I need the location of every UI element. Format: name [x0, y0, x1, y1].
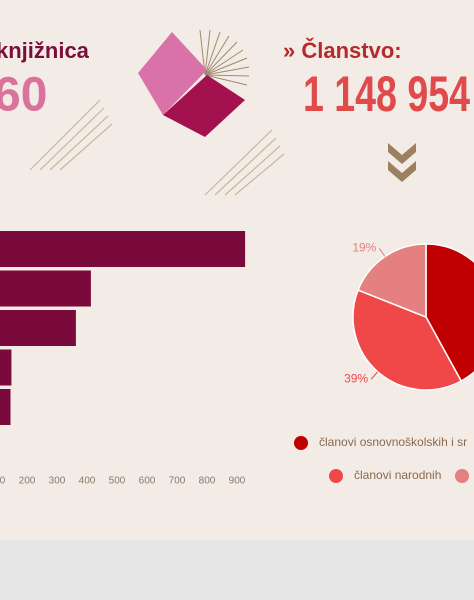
- x-tick-label: 300: [49, 476, 66, 487]
- leader-line: [370, 371, 379, 380]
- decor-lines: [29, 99, 285, 196]
- right-number: 1 148 954: [303, 66, 470, 122]
- pie-slice: [425, 243, 474, 382]
- legend-label: članovi narodnih: [354, 468, 441, 482]
- x-tick-label: 700: [169, 476, 186, 487]
- bar: [0, 231, 246, 267]
- legend-label: članovi osnovnoškolskih i sr: [319, 435, 467, 449]
- x-tick-label: 900: [229, 476, 246, 487]
- bar: [0, 310, 76, 346]
- legend-dot: [455, 469, 469, 483]
- legend-dot: [329, 469, 343, 483]
- x-tick-label: 800: [199, 476, 216, 487]
- bar: [0, 270, 91, 307]
- slice-label: 19%: [352, 241, 376, 255]
- pie-slice: [357, 243, 427, 319]
- bar: [0, 349, 12, 386]
- leader-line: [378, 248, 386, 257]
- book-illustration: [138, 29, 250, 137]
- x-tick-label: 500: [109, 476, 126, 487]
- pie-slice: [352, 289, 463, 391]
- left-number: 60: [0, 69, 47, 122]
- left-title: knjižnica: [0, 38, 90, 63]
- legend-dot: [294, 436, 308, 450]
- x-tick-label: 200: [19, 476, 36, 487]
- x-tick-label: 400: [79, 476, 96, 487]
- right-title: » Članstvo:: [283, 38, 402, 63]
- chevrons: [388, 143, 416, 182]
- slice-label: 39%: [344, 371, 368, 385]
- x-tick-label: 100: [0, 476, 6, 487]
- x-tick-label: 600: [139, 476, 156, 487]
- bar: [0, 389, 11, 425]
